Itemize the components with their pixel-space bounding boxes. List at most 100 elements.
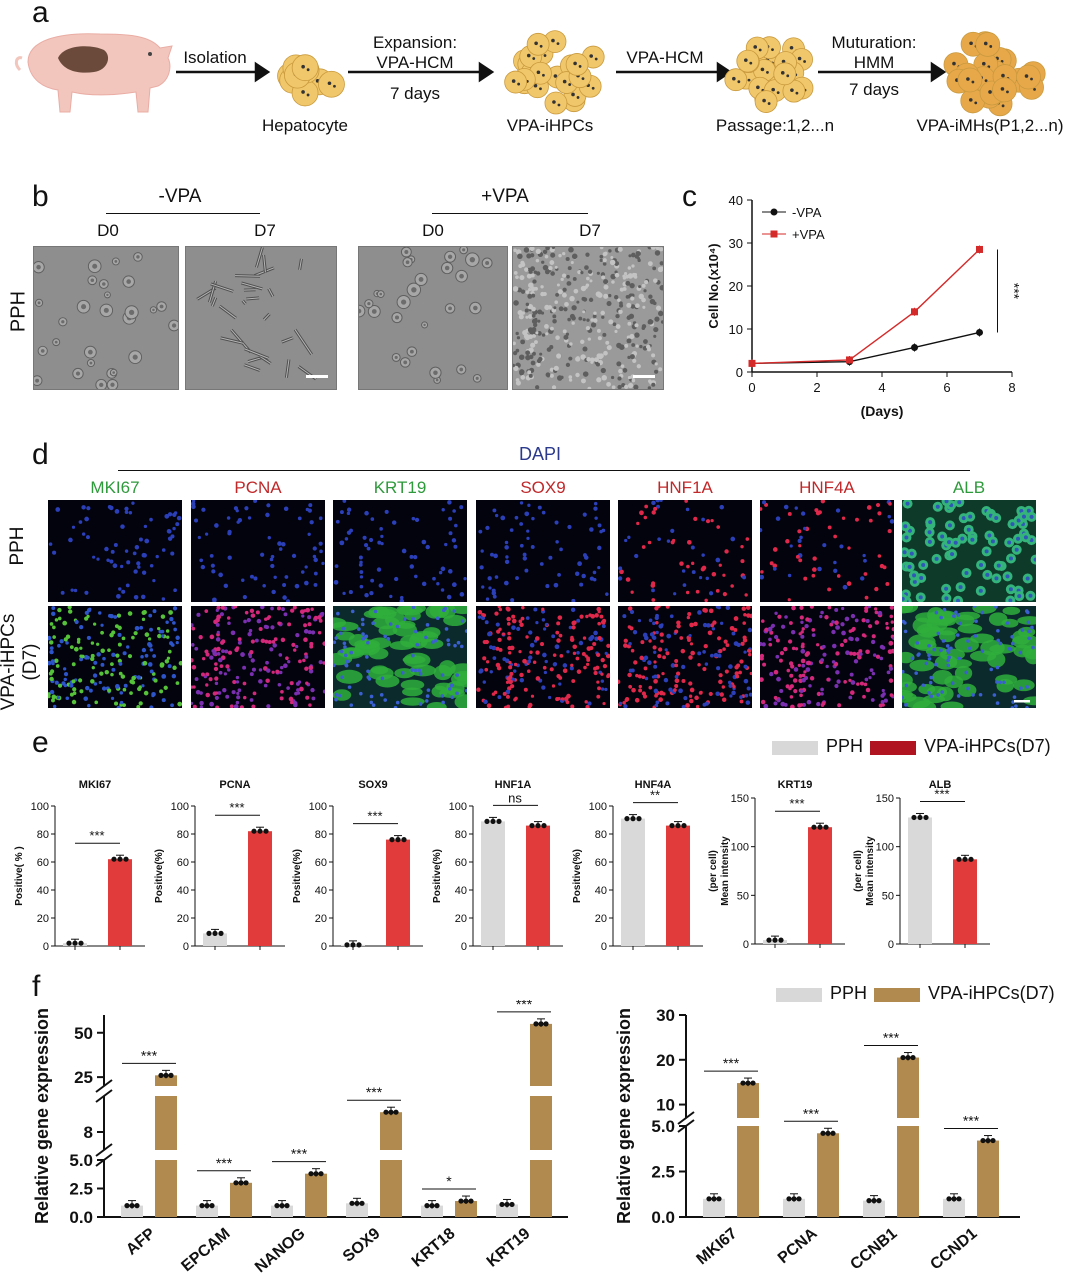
- arrow-sublabel-maturation: 7 days: [848, 80, 900, 99]
- legend-swatch-vpa-e: [870, 741, 916, 755]
- day-label-d7-minus: D7: [254, 221, 276, 240]
- y-tick-label: 100: [31, 801, 49, 813]
- bar-pph: [481, 821, 505, 946]
- y-tick-label: 2.5: [69, 1180, 93, 1199]
- replicate-dot: [630, 816, 636, 822]
- replicate-dot: [509, 1201, 515, 1208]
- replicate-dot: [274, 1203, 280, 1209]
- replicate-dot: [681, 823, 687, 829]
- replicate-dot: [923, 814, 929, 821]
- bar-ccnb1-pph: [863, 1200, 885, 1217]
- legend-swatch-pph-e: [772, 741, 818, 755]
- replicate-dot: [624, 816, 630, 822]
- x-tick-label: EPCAM: [178, 1225, 233, 1275]
- arrow-maturation: [818, 61, 947, 83]
- replicate-dot: [313, 1171, 319, 1177]
- day-label-d0-plus: D0: [422, 221, 444, 240]
- bar-break-gap: [154, 1150, 178, 1160]
- panel-letter-c: c: [682, 180, 697, 213]
- fluorescence-pph-mki67: [48, 500, 182, 602]
- y-tick-label: 0: [736, 365, 743, 380]
- replicate-dot: [389, 837, 395, 843]
- legend-swatch-vpa-f: [874, 988, 920, 1002]
- marker-label-mki67: MKI67: [90, 478, 140, 497]
- fluorescence-vpa-pcna: [191, 606, 325, 708]
- bar-break-gap: [379, 1150, 403, 1160]
- series-line-plus-vpa: [751, 248, 980, 365]
- y-tick-label: 0: [888, 939, 894, 951]
- legend-label: +VPA: [792, 227, 825, 242]
- replicate-dot: [243, 1180, 249, 1186]
- bar-sox9-pph: [346, 1203, 368, 1217]
- replicate-dot: [910, 1054, 916, 1061]
- bar-break-gap: [736, 1118, 760, 1126]
- replicate-dot: [766, 937, 772, 943]
- chart-title: ALB: [929, 779, 952, 791]
- replicate-dot: [238, 1180, 244, 1186]
- y-tick-label: 40: [729, 193, 743, 208]
- replicate-dot: [796, 1196, 802, 1202]
- replicate-dot: [395, 837, 401, 843]
- y-tick-label: 2.5: [651, 1163, 675, 1182]
- group-label-minus-vpa: -VPA: [158, 186, 202, 207]
- significance-label: ***: [934, 786, 949, 801]
- chart-title: HNF1A: [495, 779, 532, 791]
- replicate-dot: [538, 1021, 544, 1027]
- bar-break-gap: [529, 1086, 553, 1096]
- bar-nanog-vpa: [305, 1173, 327, 1217]
- y-tick-label: 30: [656, 1006, 675, 1025]
- replicate-dot: [956, 1196, 962, 1202]
- replicate-dot: [535, 823, 541, 829]
- replicate-dot: [233, 1180, 239, 1186]
- data-point: [911, 343, 918, 351]
- legend-marker: [770, 208, 778, 216]
- row-label-vpa-ihpcs-d: VPA-iHPCs (D7): [0, 613, 41, 711]
- replicate-dot: [669, 823, 675, 829]
- marker-label-krt19: KRT19: [373, 478, 427, 497]
- replicate-dot: [429, 1203, 435, 1209]
- data-point: [976, 245, 983, 253]
- micrograph-plus-vpa-d0: [358, 246, 508, 390]
- replicate-dot: [830, 1130, 836, 1136]
- y-tick-label: 0: [461, 941, 467, 953]
- micrograph-minus-vpa-d7: [185, 246, 337, 390]
- y-tick-label: 100: [171, 801, 189, 813]
- y-tick-label: 0: [43, 941, 49, 953]
- y-axis-label: Positive( % ): [14, 846, 25, 905]
- replicate-dot: [356, 942, 362, 948]
- stage-label-hepatocyte: Hepatocyte: [262, 116, 348, 135]
- replicate-dot: [163, 1072, 169, 1078]
- replicate-dot: [786, 1196, 792, 1202]
- arrow-label-isolation: Isolation: [183, 48, 247, 67]
- fluorescence-pph-hnf4a: [760, 500, 894, 602]
- replicate-dot: [401, 837, 407, 843]
- y-tick-label: 60: [595, 857, 607, 869]
- y-tick-label: 0.0: [651, 1208, 675, 1227]
- fluorescence-vpa-mki67: [48, 606, 182, 708]
- bar-mki67-pph: [703, 1198, 725, 1217]
- arrow-label-expansion: Expansion: VPA-HCM: [372, 33, 458, 72]
- arrow-vpa-hcm: [616, 61, 733, 83]
- y-tick-label: 40: [455, 885, 467, 897]
- axis-break-mark: [95, 1153, 113, 1167]
- bar-chart-alb: ALB 0 50 100 150 Mean intensity(per cell) ***: [853, 779, 990, 951]
- replicate-dot: [533, 1021, 539, 1027]
- y-tick-label: 50: [737, 890, 749, 902]
- replicate-dot: [463, 1198, 469, 1204]
- significance-label: **: [650, 788, 660, 803]
- replicate-dot: [956, 856, 962, 862]
- arrow-isolation: [176, 61, 271, 83]
- y-axis-label: Cell No.(x10⁴): [706, 243, 721, 328]
- legend-label-pph-f: PPH: [830, 983, 868, 1003]
- replicate-dot: [251, 828, 257, 834]
- bar-mki67-vpa: [737, 1083, 759, 1217]
- x-tick-label: SOX9: [340, 1225, 384, 1266]
- y-tick-label: 10: [656, 1096, 675, 1115]
- workflow-diagram: [14, 30, 1046, 117]
- y-axis-label: Positive(%): [432, 849, 443, 903]
- replicate-dot: [204, 1203, 210, 1209]
- replicate-dot: [257, 828, 263, 834]
- y-tick-label: 5.0: [651, 1117, 675, 1136]
- replicate-dot: [279, 1203, 285, 1209]
- y-tick-label: 100: [876, 842, 894, 854]
